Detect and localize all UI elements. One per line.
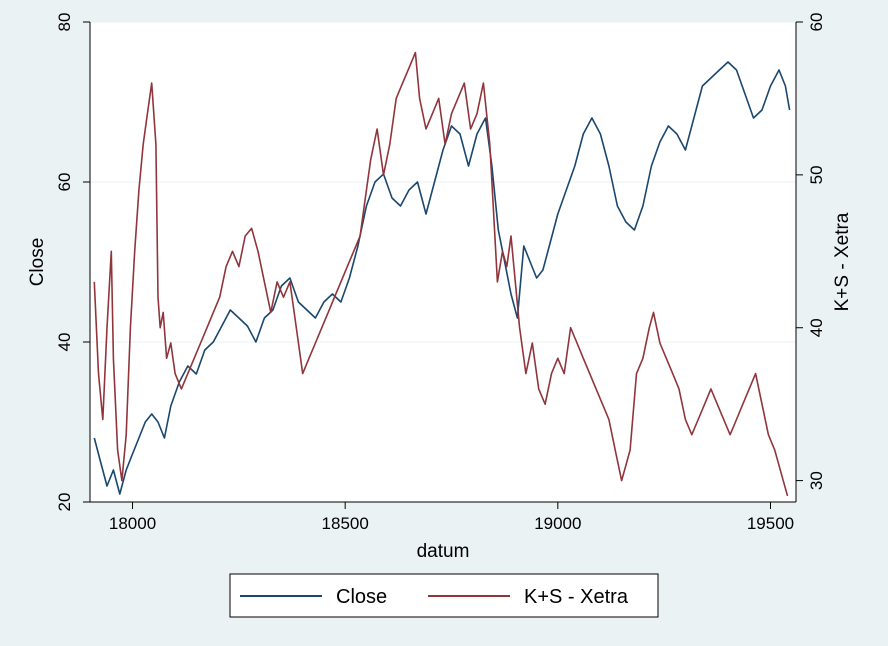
y-axis-label-right: K+S - Xetra <box>832 212 853 311</box>
legend: Close K+S - Xetra <box>229 573 659 618</box>
plot-area <box>90 22 796 502</box>
y-tick-label-left: 20 <box>55 493 74 512</box>
y-tick-label-left: 80 <box>55 13 74 32</box>
series-line-close <box>93 61 791 495</box>
y-tick-label-left: 40 <box>55 333 74 352</box>
y-tick-label-right: 50 <box>807 165 826 184</box>
x-tick-label: 18000 <box>109 514 156 533</box>
x-tick-label: 18500 <box>322 514 369 533</box>
legend-label-close: Close <box>336 586 387 608</box>
y-tick-label-right: 60 <box>807 13 826 32</box>
x-axis-label: datum <box>417 541 470 562</box>
x-tick-label: 19500 <box>747 514 794 533</box>
y-axis-label-left: Close <box>27 238 48 287</box>
y-tick-label-right: 30 <box>807 471 826 490</box>
y-tick-label-left: 60 <box>55 173 74 192</box>
x-tick-label: 19000 <box>534 514 581 533</box>
y-tick-label-right: 40 <box>807 318 826 337</box>
series-line-ks-xetra <box>93 51 789 497</box>
legend-label-ks-xetra: K+S - Xetra <box>524 586 629 608</box>
